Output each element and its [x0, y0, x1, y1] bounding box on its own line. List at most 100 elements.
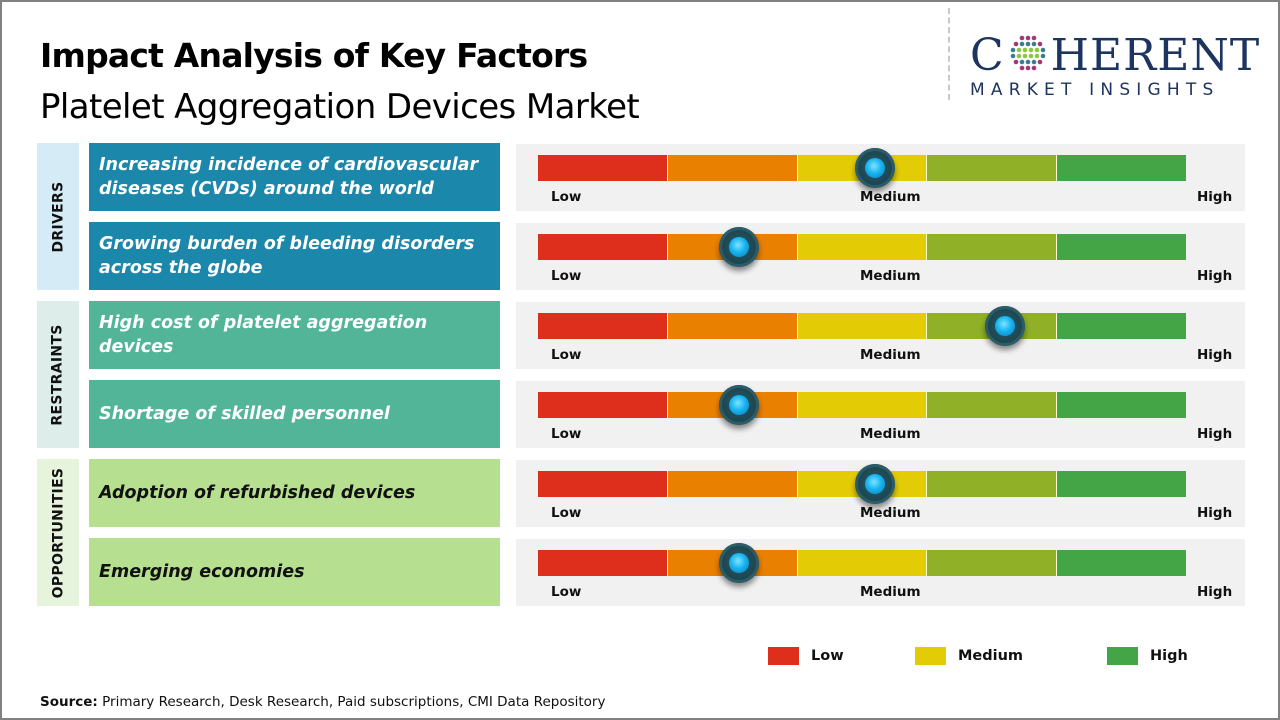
impact-gauge: Low Medium High — [516, 223, 1245, 290]
factor-box: Adoption of refurbished devices — [89, 459, 500, 527]
impact-indicator-knob — [854, 148, 895, 188]
impact-scale-bar — [538, 550, 1186, 576]
legend-swatch-low — [768, 647, 799, 665]
scale-segment-4 — [927, 155, 1058, 181]
globe-dot — [1016, 47, 1021, 53]
impact-gauge: Low Medium High — [516, 144, 1245, 211]
scale-segment-5 — [1057, 313, 1186, 339]
gauge-label-low: Low — [551, 347, 582, 363]
scale-segment-1 — [538, 313, 668, 339]
factor-box: Growing burden of bleeding disorders acr… — [89, 222, 500, 290]
scale-segment-4 — [927, 234, 1058, 260]
page-title: Impact Analysis of Key Factors — [40, 36, 588, 75]
globe-dot — [1022, 53, 1027, 59]
scale-segment-1 — [538, 471, 668, 497]
factor-text: Increasing incidence of cardiovascular d… — [99, 155, 479, 199]
globe-dot — [1019, 35, 1024, 41]
impact-indicator-knob — [984, 306, 1025, 346]
impact-scale-bar — [538, 313, 1186, 339]
factor-box: Emerging economies — [89, 538, 500, 606]
legend-item-high: High — [1107, 647, 1188, 665]
gauge-label-medium: Medium — [860, 347, 921, 363]
globe-dot — [1031, 41, 1036, 47]
gauge-label-high: High — [1197, 426, 1233, 442]
gauge-label-medium: Medium — [860, 584, 921, 600]
factor-text: Emerging economies — [99, 562, 305, 582]
globe-dot — [1031, 59, 1036, 65]
impact-gauge: Low Medium High — [516, 302, 1245, 369]
gauge-label-low: Low — [551, 189, 582, 205]
globe-dot — [1022, 47, 1027, 53]
scale-segment-3 — [797, 234, 928, 260]
globe-dot — [1025, 59, 1030, 65]
globe-dot — [1010, 53, 1015, 59]
globe-dot — [1010, 47, 1015, 53]
legend-item-low: Low — [768, 647, 844, 665]
scale-segment-3 — [797, 550, 928, 576]
scale-segment-2 — [667, 313, 798, 339]
legend-item-medium: Medium — [915, 647, 1023, 665]
globe-dot — [1025, 41, 1030, 47]
scale-segment-1 — [538, 392, 668, 418]
factor-box: High cost of platelet aggregation device… — [89, 301, 500, 369]
scale-segment-4 — [927, 550, 1058, 576]
gauge-label-high: High — [1197, 268, 1233, 284]
gauge-label-low: Low — [551, 268, 582, 284]
globe-dot — [1025, 35, 1030, 41]
gauge-label-medium: Medium — [860, 189, 921, 205]
logo-wordmark: C HERENT — [970, 32, 1260, 80]
scale-segment-1 — [538, 234, 668, 260]
factor-box: Increasing incidence of cardiovascular d… — [89, 143, 500, 211]
legend-swatch-high — [1107, 647, 1138, 665]
coherent-market-insights-logo: C HERENT MARKET INSIGHTS — [948, 8, 1268, 100]
globe-dot — [1019, 41, 1024, 47]
globe-dot — [1013, 41, 1018, 47]
factor-box: Shortage of skilled personnel — [89, 380, 500, 448]
impact-scale-bar — [538, 471, 1186, 497]
logo-word-rest: HERENT — [1050, 30, 1261, 81]
gauge-label-medium: Medium — [860, 505, 921, 521]
globe-dot — [1028, 47, 1033, 53]
gauge-label-high: High — [1197, 505, 1233, 521]
scale-segment-5 — [1057, 550, 1186, 576]
globe-dot — [1019, 59, 1024, 65]
legend-label-low: Low — [811, 648, 844, 664]
impact-scale-bar — [538, 392, 1186, 418]
impact-gauge: Low Medium High — [516, 460, 1245, 527]
globe-dot — [1037, 41, 1042, 47]
gauge-label-high: High — [1197, 584, 1233, 600]
scale-segment-3 — [797, 392, 928, 418]
category-label-text: DRIVERS — [50, 181, 67, 252]
gauge-label-high: High — [1197, 189, 1233, 205]
gauge-label-high: High — [1197, 347, 1233, 363]
impact-scale-bar — [538, 234, 1186, 260]
gauge-label-low: Low — [551, 584, 582, 600]
globe-dot — [1040, 47, 1045, 53]
scale-segment-5 — [1057, 234, 1186, 260]
globe-dot — [1040, 53, 1045, 59]
scale-segment-2 — [667, 155, 798, 181]
scale-segment-4 — [927, 471, 1058, 497]
source-prefix: Source: — [40, 694, 98, 710]
source-note: Source: Primary Research, Desk Research,… — [40, 694, 605, 710]
page-subtitle: Platelet Aggregation Devices Market — [40, 87, 640, 127]
category-label-restraints: RESTRAINTS — [37, 301, 79, 448]
logo-tagline: MARKET INSIGHTS — [970, 80, 1220, 100]
legend-label-medium: Medium — [958, 648, 1024, 664]
globe-dot — [1037, 59, 1042, 65]
scale-segment-1 — [538, 550, 668, 576]
globe-dots-icon — [1010, 35, 1045, 71]
category-label-text: RESTRAINTS — [50, 323, 66, 426]
globe-dot — [1025, 65, 1030, 71]
gauge-label-low: Low — [551, 426, 582, 442]
legend-swatch-medium — [915, 647, 946, 665]
globe-dot — [1031, 35, 1036, 41]
scale-segment-3 — [797, 313, 928, 339]
factor-text: Shortage of skilled personnel — [99, 404, 390, 424]
category-label-text: OPPORTUNITIES — [50, 467, 66, 598]
globe-dot — [1028, 53, 1033, 59]
scale-segment-5 — [1057, 155, 1186, 181]
impact-scale-bar — [538, 155, 1186, 181]
gauge-label-medium: Medium — [860, 268, 921, 284]
